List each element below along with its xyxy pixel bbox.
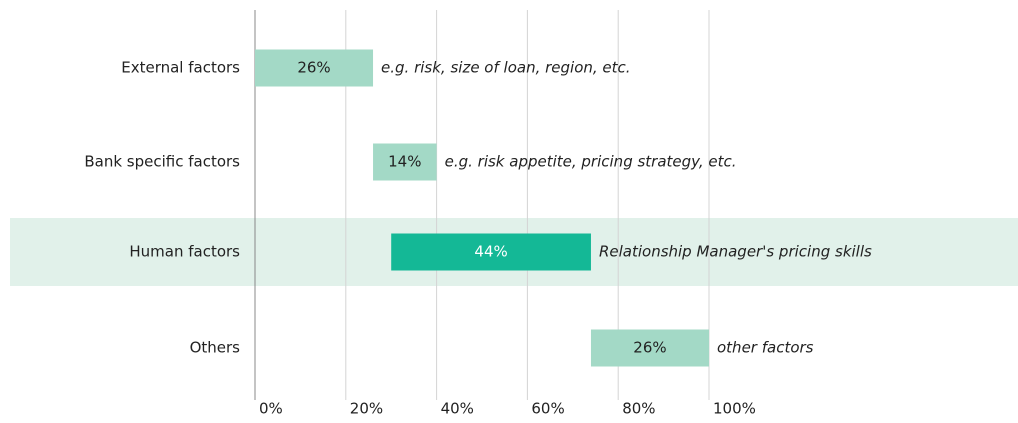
x-tick-label: 100% (713, 400, 756, 418)
x-tick-label: 0% (259, 400, 283, 418)
bar (373, 143, 437, 181)
value-label: 44% (474, 243, 507, 261)
bar (255, 49, 374, 87)
value-label: 26% (633, 339, 666, 357)
annotation: Relationship Manager's pricing skills (599, 243, 872, 261)
annotation: e.g. risk, size of loan, region, etc. (381, 59, 631, 77)
annotation: other factors (717, 339, 814, 357)
value-label: 26% (297, 59, 330, 77)
y-tick-label: Others (190, 339, 241, 357)
value-label: 14% (388, 153, 421, 171)
x-tick-label: 20% (350, 400, 383, 418)
x-tick-label: 80% (622, 400, 655, 418)
bar (590, 329, 709, 367)
bar (391, 233, 591, 271)
annotation: e.g. risk appetite, pricing strategy, et… (445, 153, 737, 171)
y-tick-label: External factors (121, 59, 240, 77)
y-tick-label: Human factors (129, 243, 240, 261)
x-tick-label: 40% (441, 400, 474, 418)
x-tick-label: 60% (531, 400, 564, 418)
y-tick-label: Bank specific factors (84, 153, 240, 171)
